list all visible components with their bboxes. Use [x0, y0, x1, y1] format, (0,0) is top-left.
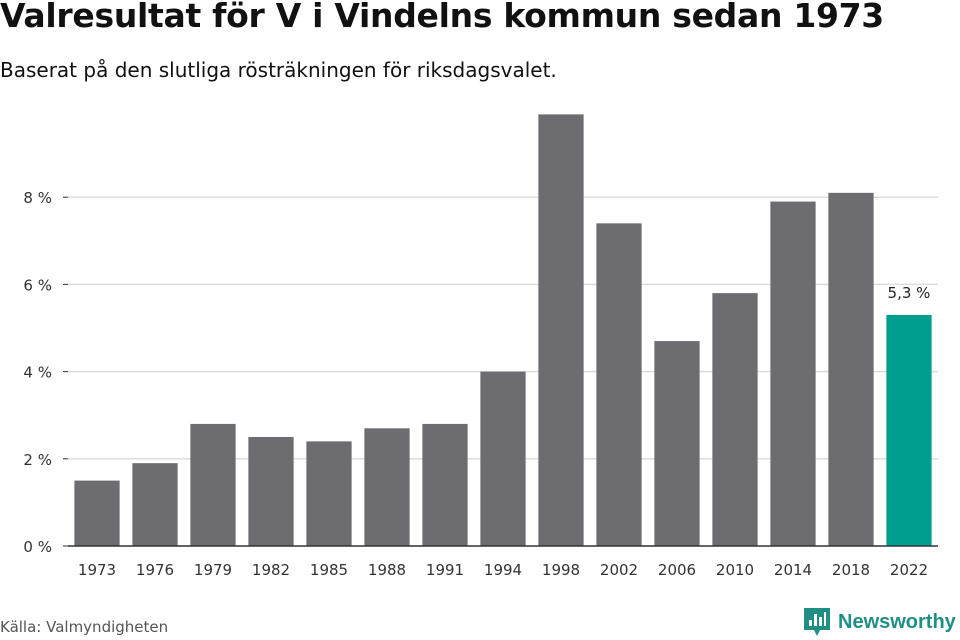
source-note: Källa: Valmyndigheten: [0, 618, 169, 636]
bar-2006: [654, 341, 700, 546]
x-tick-label: 1976: [136, 561, 174, 579]
bar-1988: [364, 428, 410, 546]
bar-2014: [770, 201, 816, 546]
chart-subtitle: Baserat på den slutliga rösträkningen fö…: [0, 58, 557, 82]
bar-1979: [190, 423, 236, 546]
x-tick-label: 1988: [368, 561, 406, 579]
y-tick-label: 2 %: [23, 451, 52, 469]
bar-1973: [74, 480, 120, 546]
x-tick-label: 1979: [194, 561, 232, 579]
x-tick-label: 2002: [600, 561, 638, 579]
newsworthy-logo-icon: [804, 608, 830, 636]
x-tick-label: 2022: [890, 561, 928, 579]
x-tick-label: 2006: [658, 561, 696, 579]
bar-2018: [828, 192, 874, 546]
x-tick-label: 1985: [310, 561, 348, 579]
x-tick-label: 2014: [774, 561, 812, 579]
bar-1994: [480, 371, 526, 546]
y-tick-label: 0 %: [23, 538, 52, 556]
x-tick-label: 1998: [542, 561, 580, 579]
x-tick-label: 1994: [484, 561, 522, 579]
x-tick-label: 1982: [252, 561, 290, 579]
y-tick-label: 4 %: [23, 364, 52, 382]
brand-name: Newsworthy: [838, 610, 956, 633]
bar-1982: [248, 437, 294, 546]
x-tick-label: 2010: [716, 561, 754, 579]
y-tick-label: 6 %: [23, 276, 52, 294]
x-tick-label: 2018: [832, 561, 870, 579]
data-label: 5,3 %: [888, 284, 931, 302]
bar-2010: [712, 293, 758, 546]
chart-title: Valresultat för V i Vindelns kommun seda…: [0, 0, 884, 35]
y-tick-label: 8 %: [23, 189, 52, 207]
bar-2002: [596, 223, 642, 547]
x-tick-label: 1973: [78, 561, 116, 579]
bar-1976: [132, 463, 178, 546]
brand-logo[interactable]: Newsworthy: [804, 608, 956, 636]
bar-1991: [422, 423, 468, 546]
x-tick-label: 1991: [426, 561, 464, 579]
bar-1998: [538, 114, 584, 547]
bar-2022: [886, 314, 932, 546]
bar-1985: [306, 441, 352, 546]
